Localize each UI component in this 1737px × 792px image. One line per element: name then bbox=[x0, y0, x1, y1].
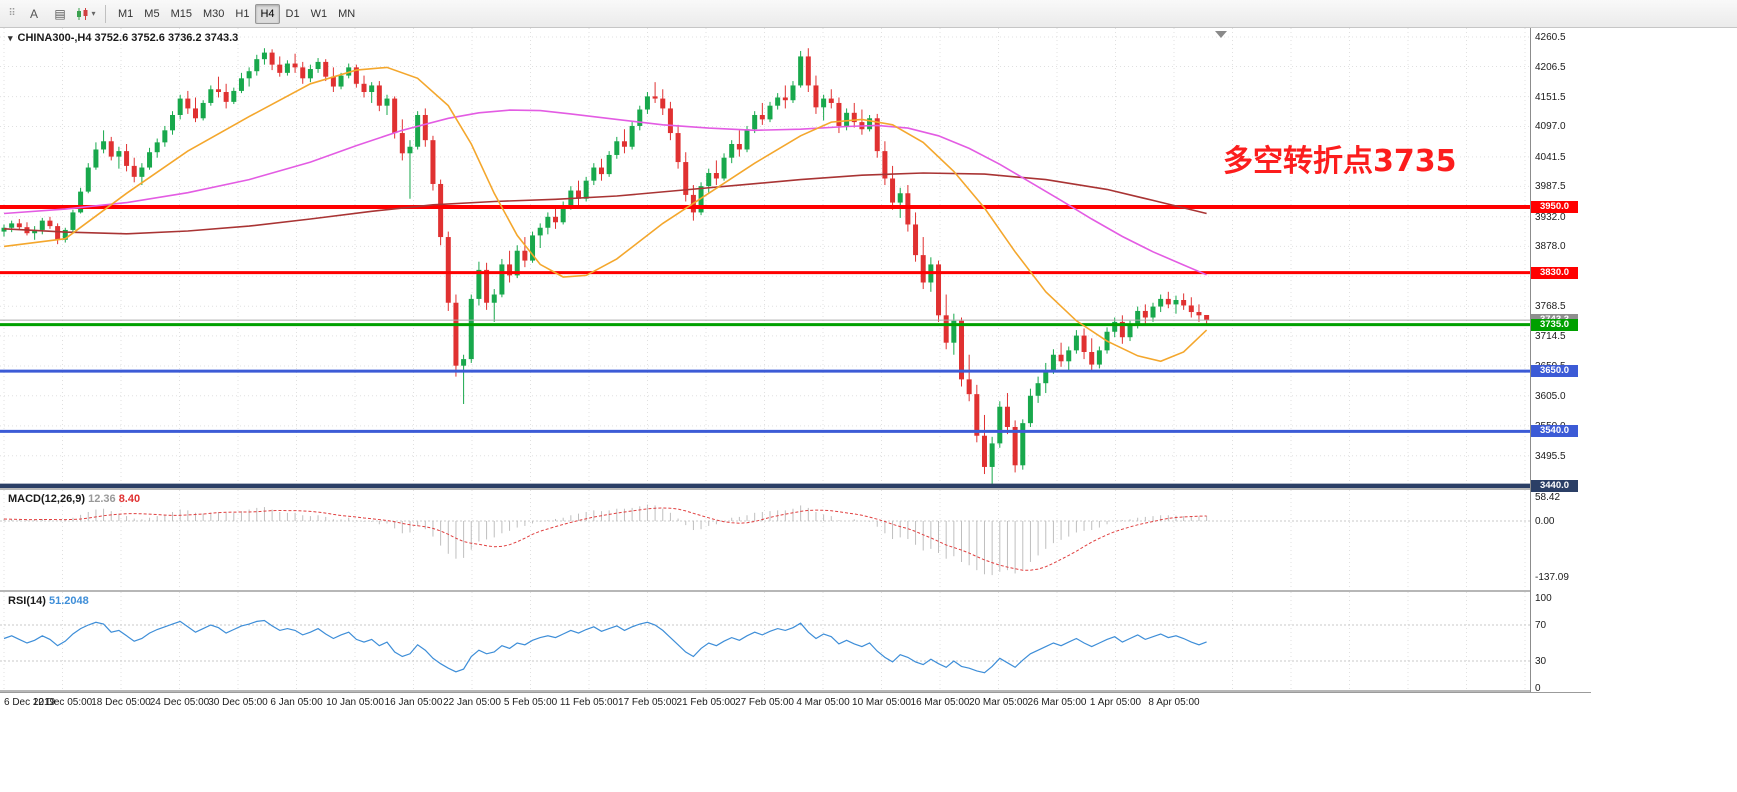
chart-window: 6 Dec 2019 12 Dec 05:00 18 Dec 05:00 24 Dec… bbox=[0, 28, 1737, 712]
time-label: 16 Mar 05:00 bbox=[910, 697, 970, 708]
main-chart[interactable] bbox=[0, 28, 1530, 490]
macd-main-value: 12.36 bbox=[88, 493, 116, 505]
time-label: 1 Apr 05:00 bbox=[1089, 697, 1142, 708]
time-label: 5 Feb 05:00 bbox=[503, 697, 558, 708]
time-label: 12 Dec 05:00 bbox=[32, 697, 93, 708]
timeframe-h4[interactable]: H4 bbox=[255, 3, 280, 24]
rsi-value: 51.2048 bbox=[48, 595, 89, 607]
macd-signal-value: 8.40 bbox=[118, 493, 141, 505]
macd-axis-label: 58.42 bbox=[1535, 492, 1561, 504]
time-label: 11 Feb 05:00 bbox=[559, 697, 619, 708]
price-tick-label: 4041.5 bbox=[1535, 151, 1566, 163]
time-label: 21 Feb 05:00 bbox=[676, 697, 736, 708]
price-axis[interactable]: 4260.5 4206.5 4151.5 4097.0 4041.5 3987.5 3932… bbox=[1530, 28, 1591, 694]
timeframe-h1[interactable]: H1 bbox=[235, 7, 250, 20]
time-axis[interactable]: 6 Dec 2019 12 Dec 05:00 18 Dec 05:00 24 Dec… bbox=[0, 692, 1591, 712]
grid bbox=[3, 490, 1526, 590]
rsi-axis-label: 30 bbox=[1535, 656, 1547, 667]
price-tick-label: 3495.5 bbox=[1535, 450, 1566, 462]
rsi-label: RSI(14) 51.2048 bbox=[8, 595, 89, 607]
one-click-trading-toggle[interactable]: ▾ bbox=[8, 32, 13, 43]
panel-separator[interactable] bbox=[0, 690, 1591, 692]
rsi-axis-label: 100 bbox=[1535, 593, 1552, 604]
price-badge-3735.0: 3735.0 bbox=[1531, 318, 1578, 331]
time-label: 27 Feb 05:00 bbox=[735, 697, 794, 708]
time-label: 17 Feb 05:00 bbox=[618, 697, 677, 708]
rsi-line bbox=[3, 619, 1207, 674]
macd-axis-label: 0.00 bbox=[1535, 516, 1555, 527]
chart-type-candles-button[interactable]: ▾ bbox=[74, 3, 98, 25]
time-label: 24 Dec 05:00 bbox=[149, 697, 210, 708]
price-badge-3440.0: 3440.0 bbox=[1531, 480, 1578, 493]
time-label: 10 Jan 05:00 bbox=[326, 697, 384, 708]
timeframe-m5[interactable]: M5 bbox=[144, 7, 160, 20]
candles bbox=[1, 48, 1210, 486]
price-badge-3830.0: 3830.0 bbox=[1531, 266, 1578, 279]
price-badge-3650.0: 3650.0 bbox=[1531, 365, 1578, 378]
price-tick-label: 3768.5 bbox=[1535, 301, 1566, 313]
ma-slow-darkred bbox=[3, 172, 1207, 235]
price-tick-label: 3932.0 bbox=[1535, 211, 1566, 223]
time-label: 4 Mar 05:00 bbox=[796, 697, 850, 708]
time-label: 20 Mar 05:00 bbox=[969, 697, 1028, 708]
rsi-axis-label: 70 bbox=[1535, 620, 1547, 631]
ma-fast-orange bbox=[3, 66, 1208, 363]
macd-histogram bbox=[3, 504, 1208, 576]
time-label: 6 Jan 05:00 bbox=[270, 697, 323, 708]
timeframe-w1[interactable]: W1 bbox=[310, 7, 328, 20]
macd-axis-label: -137.09 bbox=[1535, 572, 1569, 584]
grid bbox=[0, 28, 1530, 490]
rsi-axis-label: 0 bbox=[1535, 683, 1541, 694]
candlestick-icon bbox=[77, 7, 88, 20]
time-label: 10 Mar 05:00 bbox=[852, 697, 911, 708]
grid bbox=[3, 592, 1526, 690]
panel-separator[interactable] bbox=[0, 590, 1591, 592]
timeframe-m15[interactable]: M15 bbox=[170, 7, 192, 20]
time-label: 6 Dec 2019 bbox=[4, 697, 56, 708]
price-tick-label: 4206.5 bbox=[1535, 61, 1566, 73]
macd-panel[interactable] bbox=[0, 490, 1530, 590]
toolbar: ⠿ A ▤ ▾ M1 M5 M15 M30 H1 H4 D1 W1 MN bbox=[0, 0, 1737, 28]
chart-title: ▾ CHINA300-,H4 3752.6 3752.6 3736.2 3743… bbox=[8, 32, 238, 44]
macd-label: MACD(12,26,9) 12.36 8.40 bbox=[8, 493, 140, 505]
toolbar-drag-handle[interactable]: ⠿ bbox=[8, 8, 16, 19]
price-tick-label: 4097.0 bbox=[1535, 121, 1566, 133]
timeframe-mn[interactable]: MN bbox=[338, 7, 356, 20]
timeframe-d1[interactable]: D1 bbox=[285, 7, 300, 20]
macd-signal-line bbox=[3, 507, 1207, 571]
time-label: 30 Dec 05:00 bbox=[208, 697, 268, 708]
chart-shift-marker[interactable] bbox=[1215, 31, 1227, 38]
timeframe-buttons: M1 M5 M15 M30 H1 H4 D1 W1 MN bbox=[113, 3, 360, 24]
annotation-text: 多空转折点3735 bbox=[1223, 144, 1457, 179]
ma-medium-magenta bbox=[3, 109, 1207, 276]
timeframe-m30[interactable]: M30 bbox=[202, 7, 225, 20]
price-tick-label: 4151.5 bbox=[1535, 91, 1566, 103]
dropdown-caret-icon: ▾ bbox=[91, 9, 96, 18]
chart-window-icon[interactable]: ▤ bbox=[54, 6, 66, 21]
rsi-panel[interactable] bbox=[0, 592, 1530, 690]
rsi-name: RSI(14) bbox=[8, 595, 46, 607]
time-label: 8 Apr 05:00 bbox=[1148, 697, 1200, 708]
symbol-ohlc-text: CHINA300-,H4 3752.6 3752.6 3736.2 3743.3 bbox=[17, 32, 239, 44]
price-tick-label: 3714.5 bbox=[1535, 330, 1566, 342]
toolbar-separator bbox=[105, 4, 106, 23]
panel-separator[interactable] bbox=[0, 488, 1591, 490]
time-label: 22 Jan 05:00 bbox=[443, 697, 501, 708]
text-tool-button[interactable]: A bbox=[29, 6, 38, 21]
price-badge-3540.0: 3540.0 bbox=[1531, 425, 1578, 438]
timeframe-m1[interactable]: M1 bbox=[118, 7, 134, 20]
price-tick-label: 3605.0 bbox=[1535, 390, 1566, 402]
time-label: 18 Dec 05:00 bbox=[91, 697, 151, 708]
macd-name: MACD(12,26,9) bbox=[8, 493, 86, 505]
time-label: 26 Mar 05:00 bbox=[1027, 697, 1087, 708]
horizontal-lines bbox=[0, 204, 1530, 489]
price-badge-3950.0: 3950.0 bbox=[1531, 200, 1578, 213]
time-label: 16 Jan 05:00 bbox=[384, 697, 443, 708]
price-tick-label: 3987.5 bbox=[1535, 181, 1566, 193]
price-tick-label: 4260.5 bbox=[1535, 32, 1566, 43]
price-tick-label: 3878.0 bbox=[1535, 241, 1566, 253]
